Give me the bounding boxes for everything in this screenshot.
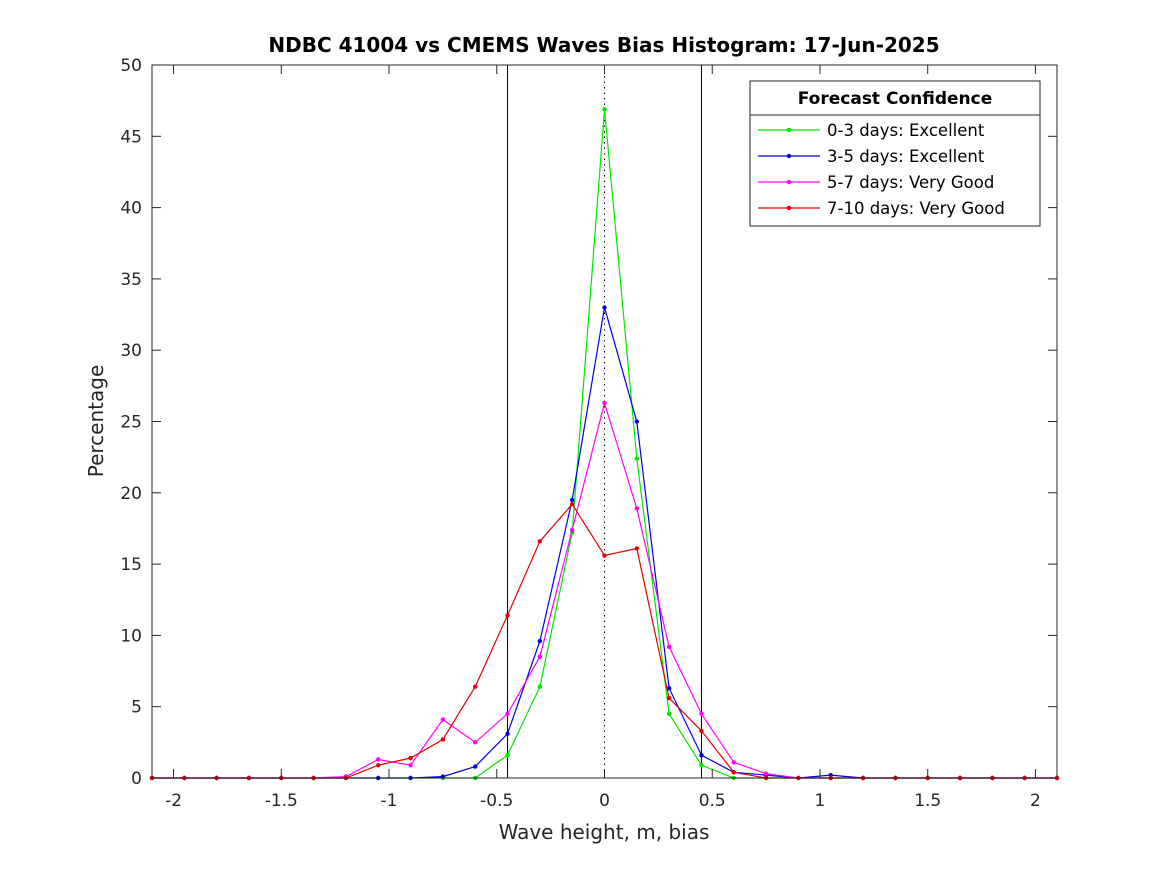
chart-title: NDBC 41004 vs CMEMS Waves Bias Histogram…: [268, 33, 939, 57]
y-tick-label: 50: [120, 56, 142, 76]
data-point: [376, 757, 381, 762]
data-point: [537, 684, 543, 689]
data-point: [699, 728, 704, 734]
legend-entry-0: 0-3 days: Excellent: [758, 121, 985, 140]
data-point: [505, 731, 510, 736]
legend-entries: 0-3 days: Excellent 3-5 days: Excellent 5-…: [758, 121, 1005, 218]
data-point: [731, 770, 736, 775]
y-tick-label: 15: [120, 555, 142, 575]
x-tick-label: -1.5: [265, 791, 298, 811]
y-tick-label: 5: [131, 698, 142, 718]
data-point: [731, 760, 736, 765]
x-tick-label: 1.5: [914, 791, 941, 811]
data-point: [602, 400, 607, 406]
y-tick-label: 20: [120, 484, 142, 504]
x-tick-label: 2: [1030, 791, 1041, 811]
legend-entry-1: 3-5 days: Excellent: [758, 147, 985, 166]
data-point: [569, 497, 575, 503]
legend-entry-2: 5-7 days: Very Good: [758, 173, 994, 192]
data-point: [602, 107, 607, 112]
data-point: [699, 711, 704, 717]
data-point: [666, 695, 672, 701]
data-point: [408, 762, 413, 768]
data-point: [763, 771, 769, 776]
data-point: [505, 613, 510, 618]
y-axis-label: Percentage: [84, 365, 108, 478]
data-point: [666, 685, 672, 691]
y-tick-label: 30: [120, 341, 142, 361]
x-tick-label: 1: [815, 791, 826, 811]
y-tick-label: 25: [120, 413, 142, 433]
legend-box: [749, 80, 1041, 227]
data-point: [569, 527, 575, 533]
data-point: [666, 711, 672, 717]
reference-lines: [507, 65, 702, 778]
data-point: [569, 502, 575, 507]
legend-label: 7-10 days: Very Good: [827, 199, 1005, 218]
data-point: [634, 506, 640, 511]
x-axis-ticks: -2 -1.5 -1 -0.5 0 0.5 1 1.5 2: [165, 65, 1041, 811]
y-tick-label: 0: [131, 769, 142, 789]
data-point: [602, 305, 607, 310]
data-point: [505, 711, 510, 717]
data-point: [699, 752, 704, 758]
data-point: [408, 755, 413, 761]
data-point: [376, 762, 381, 768]
legend-label: 5-7 days: Very Good: [827, 173, 994, 192]
data-point: [537, 638, 543, 644]
legend-swatch-marker: [786, 127, 792, 133]
x-tick-label: -0.5: [480, 791, 513, 811]
legend-swatch-marker: [786, 205, 792, 211]
data-point: [699, 762, 704, 768]
y-tick-label: 45: [120, 127, 142, 147]
legend-swatch-marker: [786, 179, 792, 185]
legend-swatch-marker: [786, 153, 792, 159]
x-axis-label: Wave height, m, bias: [499, 820, 710, 844]
data-point: [440, 717, 446, 722]
legend-entry-3: 7-10 days: Very Good: [758, 199, 1005, 218]
legend-label: 0-3 days: Excellent: [827, 121, 985, 140]
y-tick-label: 10: [120, 626, 142, 646]
data-point: [537, 654, 543, 659]
legend-label: 3-5 days: Excellent: [827, 147, 985, 166]
x-tick-label: -1: [381, 791, 398, 811]
y-tick-label: 35: [120, 270, 142, 290]
data-point: [666, 644, 672, 650]
data-point: [473, 764, 478, 769]
legend: Forecast Confidence 0-3 days: Excellent 3…: [749, 80, 1041, 227]
data-point: [537, 539, 543, 544]
legend-title: Forecast Confidence: [798, 89, 993, 109]
x-tick-label: 0.5: [699, 791, 726, 811]
y-axis-ticks: 0 5 10 15 20 25 30 35 40 45 50: [120, 56, 1057, 789]
data-point: [634, 419, 640, 424]
data-point: [634, 546, 640, 551]
data-point: [473, 740, 478, 745]
data-point: [602, 553, 607, 558]
y-tick-label: 40: [120, 199, 142, 219]
x-tick-label: 0: [599, 791, 610, 811]
data-point: [440, 737, 446, 742]
data-point: [634, 456, 640, 461]
data-point: [473, 684, 478, 689]
x-tick-label: -2: [165, 791, 182, 811]
data-point: [505, 752, 510, 758]
